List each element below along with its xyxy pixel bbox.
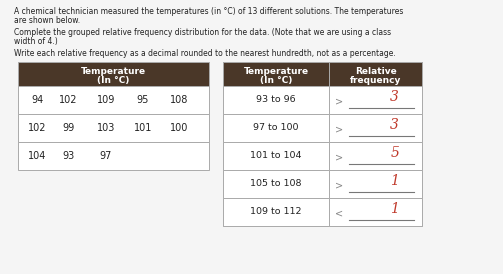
Text: 102: 102 xyxy=(28,123,46,133)
Text: Temperature: Temperature xyxy=(243,67,309,76)
Text: >: > xyxy=(335,153,343,163)
Text: 95: 95 xyxy=(137,95,149,105)
Bar xyxy=(18,114,209,142)
Bar xyxy=(223,142,329,170)
Text: >: > xyxy=(335,97,343,107)
Text: 3: 3 xyxy=(390,118,399,132)
Text: 99: 99 xyxy=(62,123,74,133)
Text: Relative: Relative xyxy=(355,67,396,76)
Text: 97 to 100: 97 to 100 xyxy=(254,124,299,133)
Bar xyxy=(329,198,422,226)
Text: frequency: frequency xyxy=(350,76,401,85)
Bar xyxy=(18,142,209,170)
Text: 109: 109 xyxy=(97,95,115,105)
Text: 1: 1 xyxy=(390,202,399,216)
Text: >: > xyxy=(335,125,343,135)
Bar xyxy=(223,86,329,114)
Text: 109 to 112: 109 to 112 xyxy=(250,207,302,216)
Text: 93: 93 xyxy=(62,151,74,161)
Bar xyxy=(223,198,329,226)
Bar xyxy=(223,114,329,142)
Bar xyxy=(18,62,209,86)
Bar xyxy=(18,86,209,114)
Text: are shown below.: are shown below. xyxy=(14,16,80,25)
Bar xyxy=(329,114,422,142)
Bar xyxy=(329,62,422,86)
Text: 101 to 104: 101 to 104 xyxy=(250,152,302,161)
Text: 105 to 108: 105 to 108 xyxy=(250,179,302,189)
Text: Temperature: Temperature xyxy=(80,67,146,76)
Bar xyxy=(223,62,422,226)
Bar xyxy=(329,142,422,170)
Text: <: < xyxy=(335,209,343,219)
Text: Complete the grouped relative frequency distribution for the data. (Note that we: Complete the grouped relative frequency … xyxy=(14,28,391,37)
Text: 5: 5 xyxy=(390,146,399,160)
Text: (In °C): (In °C) xyxy=(97,76,129,85)
Text: width of 4.): width of 4.) xyxy=(14,37,57,46)
Text: >: > xyxy=(335,181,343,191)
Text: 1: 1 xyxy=(390,174,399,188)
Bar xyxy=(223,170,329,198)
Text: 93 to 96: 93 to 96 xyxy=(257,96,296,104)
Text: 108: 108 xyxy=(170,95,189,105)
Text: 104: 104 xyxy=(28,151,46,161)
Bar xyxy=(329,170,422,198)
Text: (In °C): (In °C) xyxy=(260,76,292,85)
Text: A chemical technician measured the temperatures (in °C) of 13 different solution: A chemical technician measured the tempe… xyxy=(14,7,403,16)
Bar xyxy=(329,86,422,114)
Text: 100: 100 xyxy=(170,123,189,133)
Text: 97: 97 xyxy=(100,151,112,161)
Text: Write each relative frequency as a decimal rounded to the nearest hundredth, not: Write each relative frequency as a decim… xyxy=(14,49,395,58)
Bar xyxy=(223,62,329,86)
Text: 101: 101 xyxy=(134,123,152,133)
Text: 94: 94 xyxy=(31,95,43,105)
Text: 103: 103 xyxy=(97,123,115,133)
Text: 3: 3 xyxy=(390,90,399,104)
Text: 102: 102 xyxy=(59,95,78,105)
